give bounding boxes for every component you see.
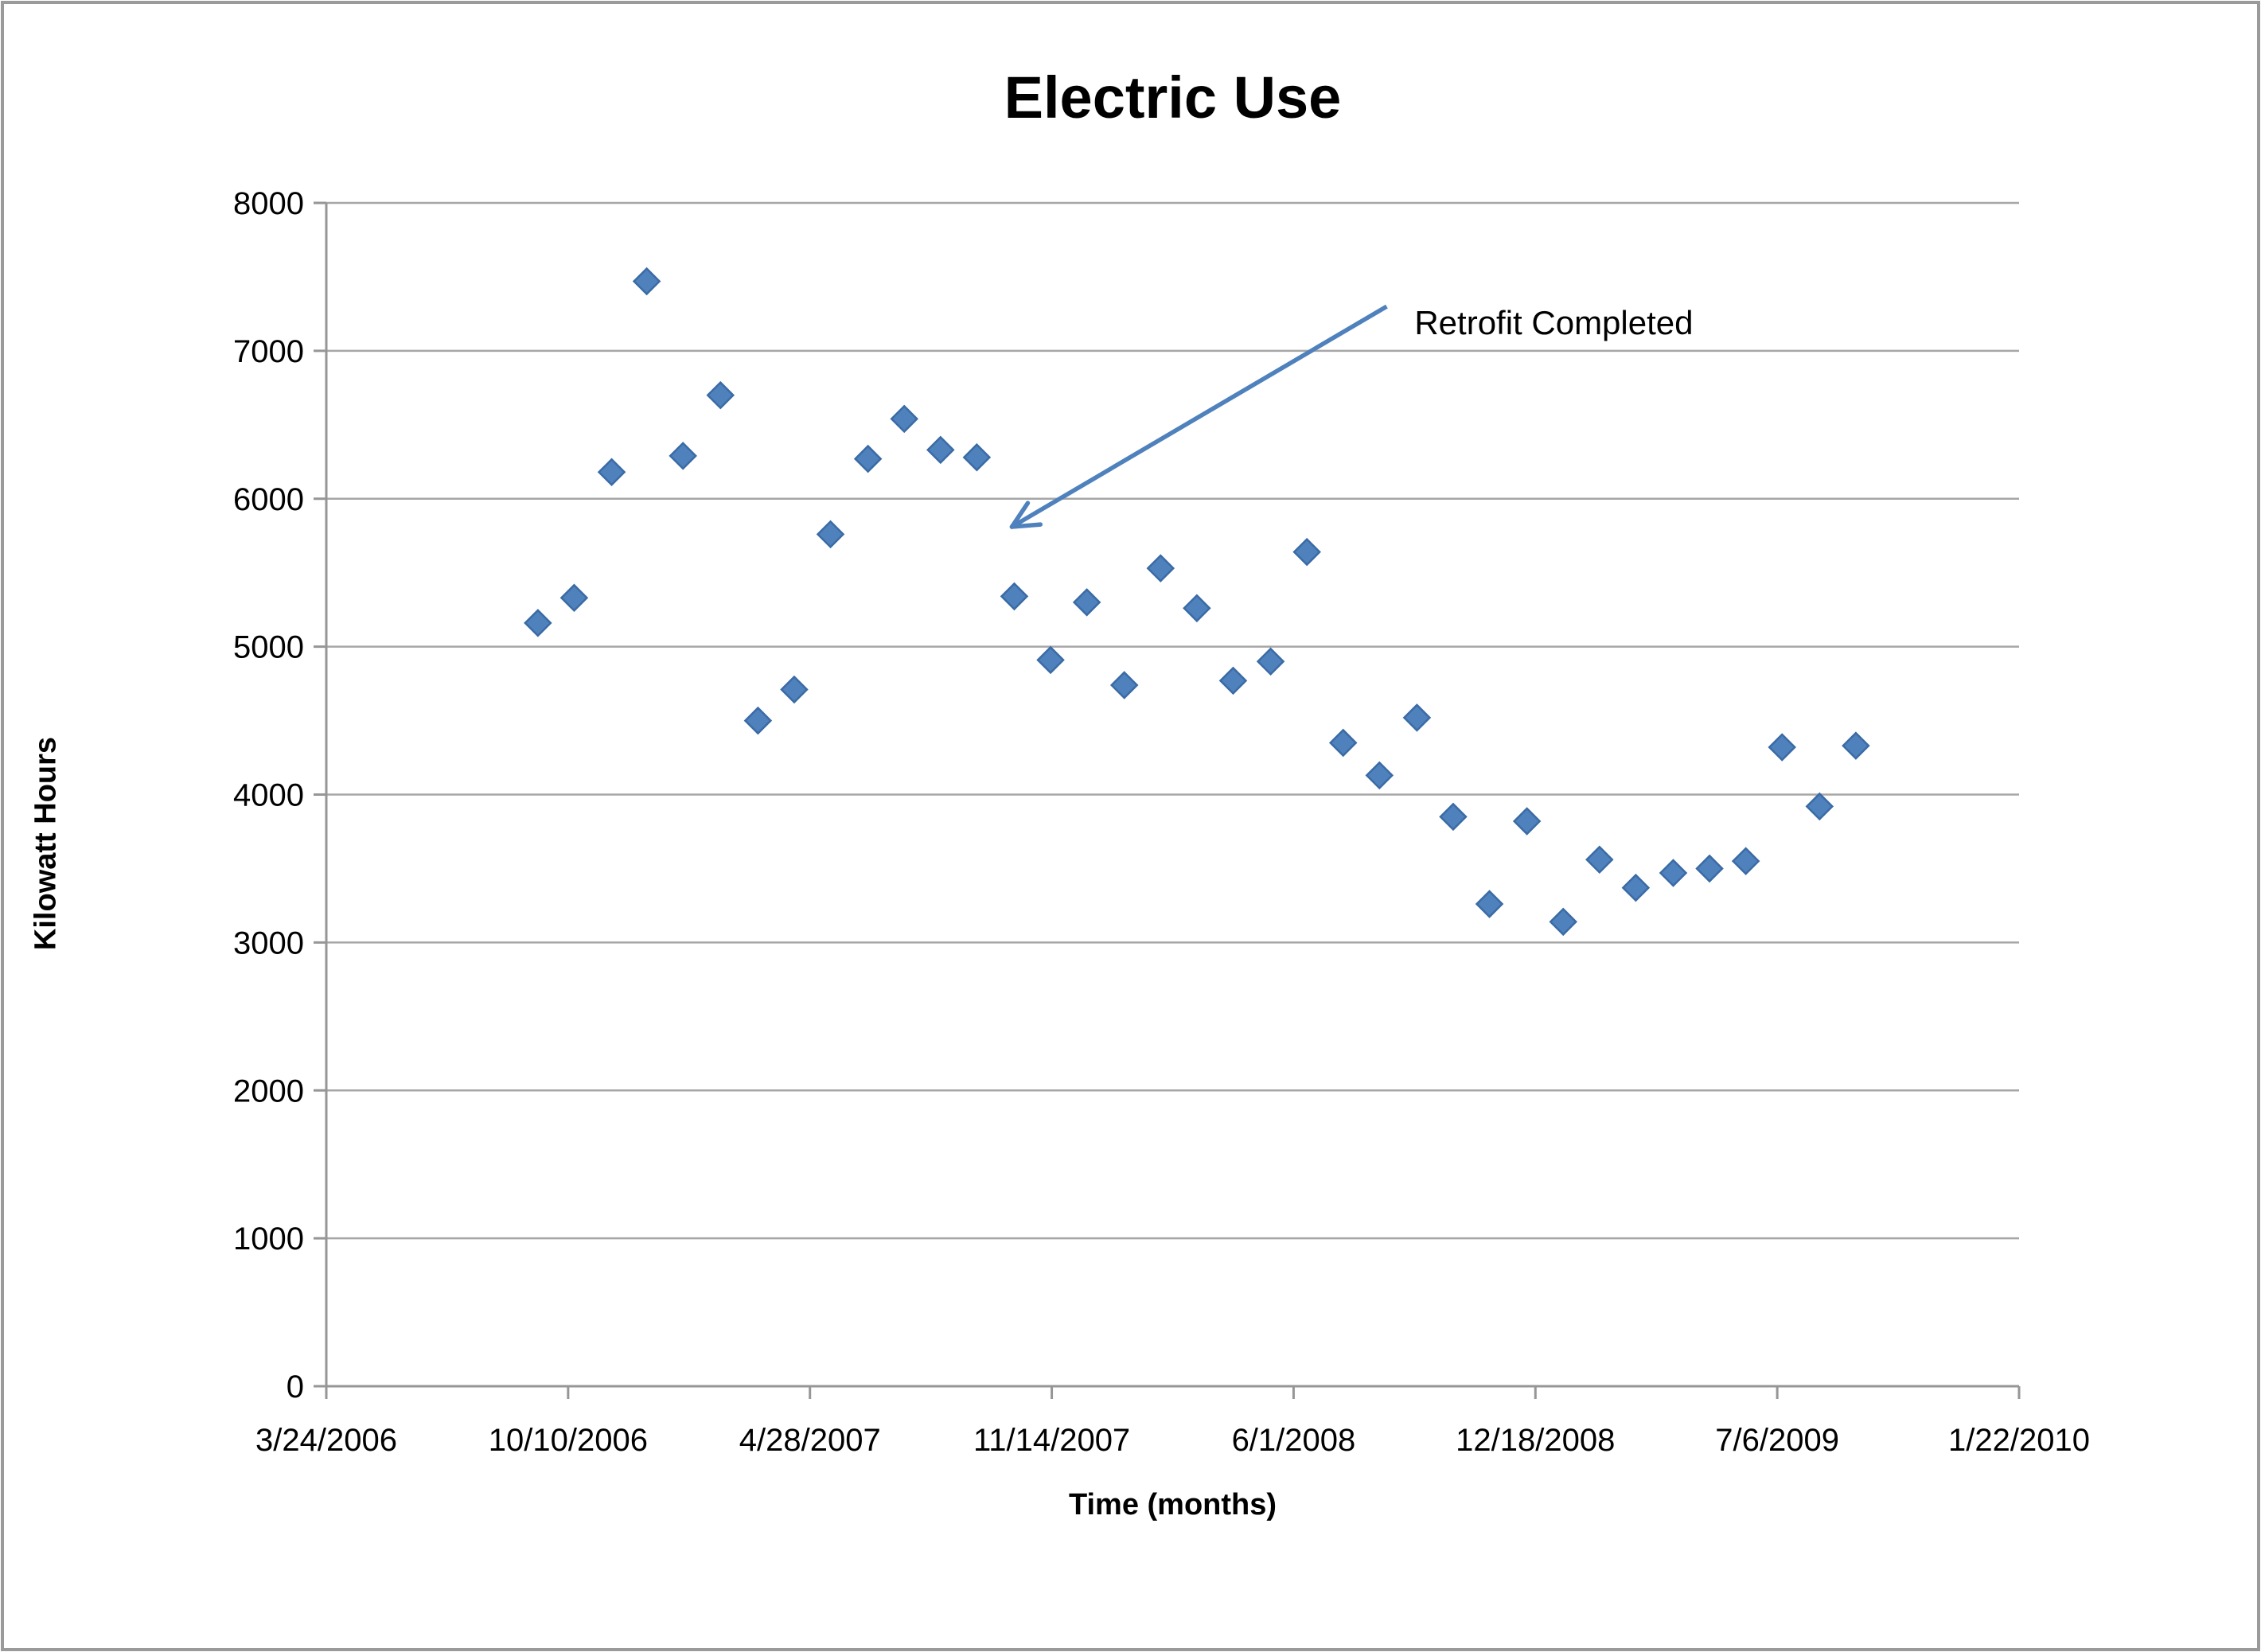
data-point [1109, 671, 1139, 699]
annotation-label: Retrofit Completed [1414, 303, 1694, 341]
data-point [1842, 731, 1870, 760]
data-point [669, 442, 697, 470]
data-point [524, 609, 552, 637]
y-tick-label: 7000 [233, 334, 304, 369]
data-point [1328, 728, 1358, 758]
data-point [1292, 537, 1321, 567]
data-point [597, 458, 626, 487]
y-tick-label: 6000 [233, 482, 304, 517]
y-tick-label: 8000 [233, 186, 304, 221]
x-tick-label: 6/1/2008 [1232, 1423, 1356, 1458]
data-point [743, 706, 773, 735]
x-tick-label: 3/24/2006 [255, 1423, 397, 1458]
data-point [632, 267, 661, 296]
annotation-arrowhead [1009, 522, 1043, 529]
data-point [1365, 761, 1394, 790]
x-tick-label: 11/14/2007 [973, 1423, 1130, 1458]
data-point [1585, 845, 1614, 875]
data-point [890, 404, 918, 434]
data-point [1805, 792, 1834, 821]
data-point [1439, 802, 1468, 832]
y-axis-title: Kilowatt Hours [29, 736, 63, 951]
annotation-arrowhead [1009, 501, 1031, 529]
data-point [816, 520, 845, 549]
y-tick-label: 2000 [233, 1073, 304, 1108]
data-point [1475, 890, 1504, 918]
x-tick-label: 10/10/2006 [489, 1423, 648, 1458]
data-point [1695, 854, 1724, 883]
data-point [1072, 588, 1101, 617]
x-tick-label: 12/18/2008 [1456, 1423, 1615, 1458]
data-point [706, 380, 735, 410]
data-point [1218, 666, 1248, 695]
y-tick-label: 4000 [233, 778, 304, 813]
x-tick-label: 4/28/2007 [739, 1423, 881, 1458]
y-tick-label: 5000 [233, 630, 304, 665]
data-point [1036, 645, 1065, 675]
x-tick-label: 1/22/2010 [1948, 1423, 2090, 1458]
data-point [780, 675, 809, 704]
data-point [1000, 582, 1029, 611]
data-point [1549, 907, 1577, 937]
data-point [1512, 807, 1542, 836]
data-point [853, 444, 883, 473]
data-point [962, 442, 992, 472]
y-tick-label: 1000 [233, 1221, 304, 1257]
data-point [1183, 594, 1211, 623]
chart-title: Electric Use [1004, 64, 1342, 131]
data-point [1146, 554, 1175, 582]
data-point [1768, 733, 1796, 762]
y-tick-label: 0 [287, 1370, 304, 1405]
data-point [1256, 647, 1285, 676]
data-point [1402, 703, 1432, 732]
x-tick-label: 7/6/2009 [1715, 1423, 1839, 1458]
data-point [1659, 859, 1688, 887]
annotation-arrow-line [1011, 304, 1388, 529]
x-axis-title: Time (months) [1068, 1488, 1277, 1521]
data-point [926, 435, 955, 465]
data-point [1731, 847, 1760, 875]
y-tick-label: 3000 [233, 925, 304, 960]
data-point [1621, 873, 1651, 902]
data-point [559, 583, 589, 613]
